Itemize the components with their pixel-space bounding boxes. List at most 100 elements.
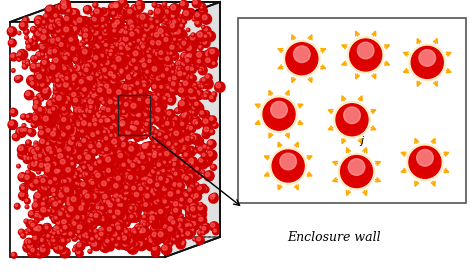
- Circle shape: [117, 145, 120, 148]
- Circle shape: [143, 229, 146, 232]
- Circle shape: [99, 76, 101, 78]
- Circle shape: [60, 162, 64, 165]
- Circle shape: [105, 67, 115, 77]
- Circle shape: [159, 62, 168, 71]
- Circle shape: [114, 209, 125, 220]
- Circle shape: [117, 118, 122, 123]
- Circle shape: [77, 127, 84, 134]
- Circle shape: [69, 85, 73, 89]
- Circle shape: [169, 65, 172, 68]
- Circle shape: [180, 129, 183, 132]
- Circle shape: [120, 83, 131, 94]
- Circle shape: [198, 230, 202, 235]
- Circle shape: [128, 94, 130, 95]
- Circle shape: [39, 176, 44, 181]
- Circle shape: [120, 121, 125, 126]
- Circle shape: [81, 63, 91, 73]
- Circle shape: [98, 191, 103, 196]
- Circle shape: [147, 212, 152, 218]
- Circle shape: [90, 55, 94, 59]
- Circle shape: [101, 171, 109, 179]
- Circle shape: [57, 123, 68, 134]
- Circle shape: [112, 91, 117, 95]
- Circle shape: [134, 127, 138, 130]
- Circle shape: [150, 188, 155, 193]
- Circle shape: [166, 95, 176, 104]
- Circle shape: [140, 165, 150, 175]
- Circle shape: [45, 164, 50, 168]
- Circle shape: [49, 139, 52, 142]
- Circle shape: [42, 66, 46, 70]
- Circle shape: [19, 230, 22, 233]
- Circle shape: [104, 127, 110, 134]
- Circle shape: [100, 148, 109, 157]
- Circle shape: [77, 208, 82, 212]
- Circle shape: [182, 194, 183, 196]
- Circle shape: [115, 137, 119, 141]
- Circle shape: [94, 198, 104, 207]
- Circle shape: [118, 25, 123, 29]
- Circle shape: [122, 52, 130, 60]
- Circle shape: [58, 171, 66, 179]
- Circle shape: [69, 179, 75, 185]
- Circle shape: [163, 198, 166, 201]
- Circle shape: [173, 137, 176, 141]
- Circle shape: [60, 78, 67, 86]
- Circle shape: [166, 160, 175, 170]
- Circle shape: [30, 148, 40, 158]
- Circle shape: [90, 78, 93, 81]
- Circle shape: [77, 156, 85, 164]
- Circle shape: [50, 151, 52, 153]
- Circle shape: [40, 139, 45, 143]
- Circle shape: [112, 1, 123, 12]
- Circle shape: [118, 155, 124, 160]
- Circle shape: [172, 230, 176, 234]
- Circle shape: [115, 55, 118, 59]
- Circle shape: [44, 43, 53, 52]
- Circle shape: [161, 229, 164, 232]
- Circle shape: [119, 146, 122, 148]
- Circle shape: [47, 80, 49, 81]
- Circle shape: [196, 138, 200, 142]
- Circle shape: [170, 84, 173, 88]
- Circle shape: [143, 76, 149, 82]
- Circle shape: [76, 185, 82, 192]
- Circle shape: [121, 162, 128, 169]
- Circle shape: [57, 165, 62, 171]
- Circle shape: [41, 132, 45, 136]
- Circle shape: [93, 23, 102, 32]
- Circle shape: [52, 235, 56, 239]
- Circle shape: [140, 81, 145, 85]
- Circle shape: [71, 24, 74, 27]
- Circle shape: [85, 203, 89, 207]
- Circle shape: [73, 106, 84, 117]
- Circle shape: [102, 199, 107, 204]
- Circle shape: [42, 231, 46, 234]
- Circle shape: [118, 15, 121, 18]
- Circle shape: [61, 3, 71, 13]
- Circle shape: [132, 29, 135, 31]
- Circle shape: [96, 241, 99, 244]
- Circle shape: [83, 91, 86, 94]
- Circle shape: [165, 205, 169, 208]
- Circle shape: [160, 214, 162, 216]
- Circle shape: [144, 111, 146, 113]
- Circle shape: [146, 93, 150, 96]
- Circle shape: [192, 102, 194, 104]
- Circle shape: [85, 195, 88, 199]
- Circle shape: [136, 135, 139, 138]
- Circle shape: [64, 80, 74, 89]
- Circle shape: [65, 45, 68, 47]
- Circle shape: [148, 150, 150, 151]
- Circle shape: [50, 208, 57, 215]
- Circle shape: [176, 188, 181, 193]
- Circle shape: [146, 181, 151, 186]
- Circle shape: [201, 229, 203, 231]
- Circle shape: [151, 38, 158, 45]
- Circle shape: [144, 156, 154, 166]
- Circle shape: [115, 181, 119, 185]
- Circle shape: [67, 53, 72, 57]
- Circle shape: [155, 220, 159, 224]
- Circle shape: [117, 153, 128, 165]
- Circle shape: [62, 117, 66, 122]
